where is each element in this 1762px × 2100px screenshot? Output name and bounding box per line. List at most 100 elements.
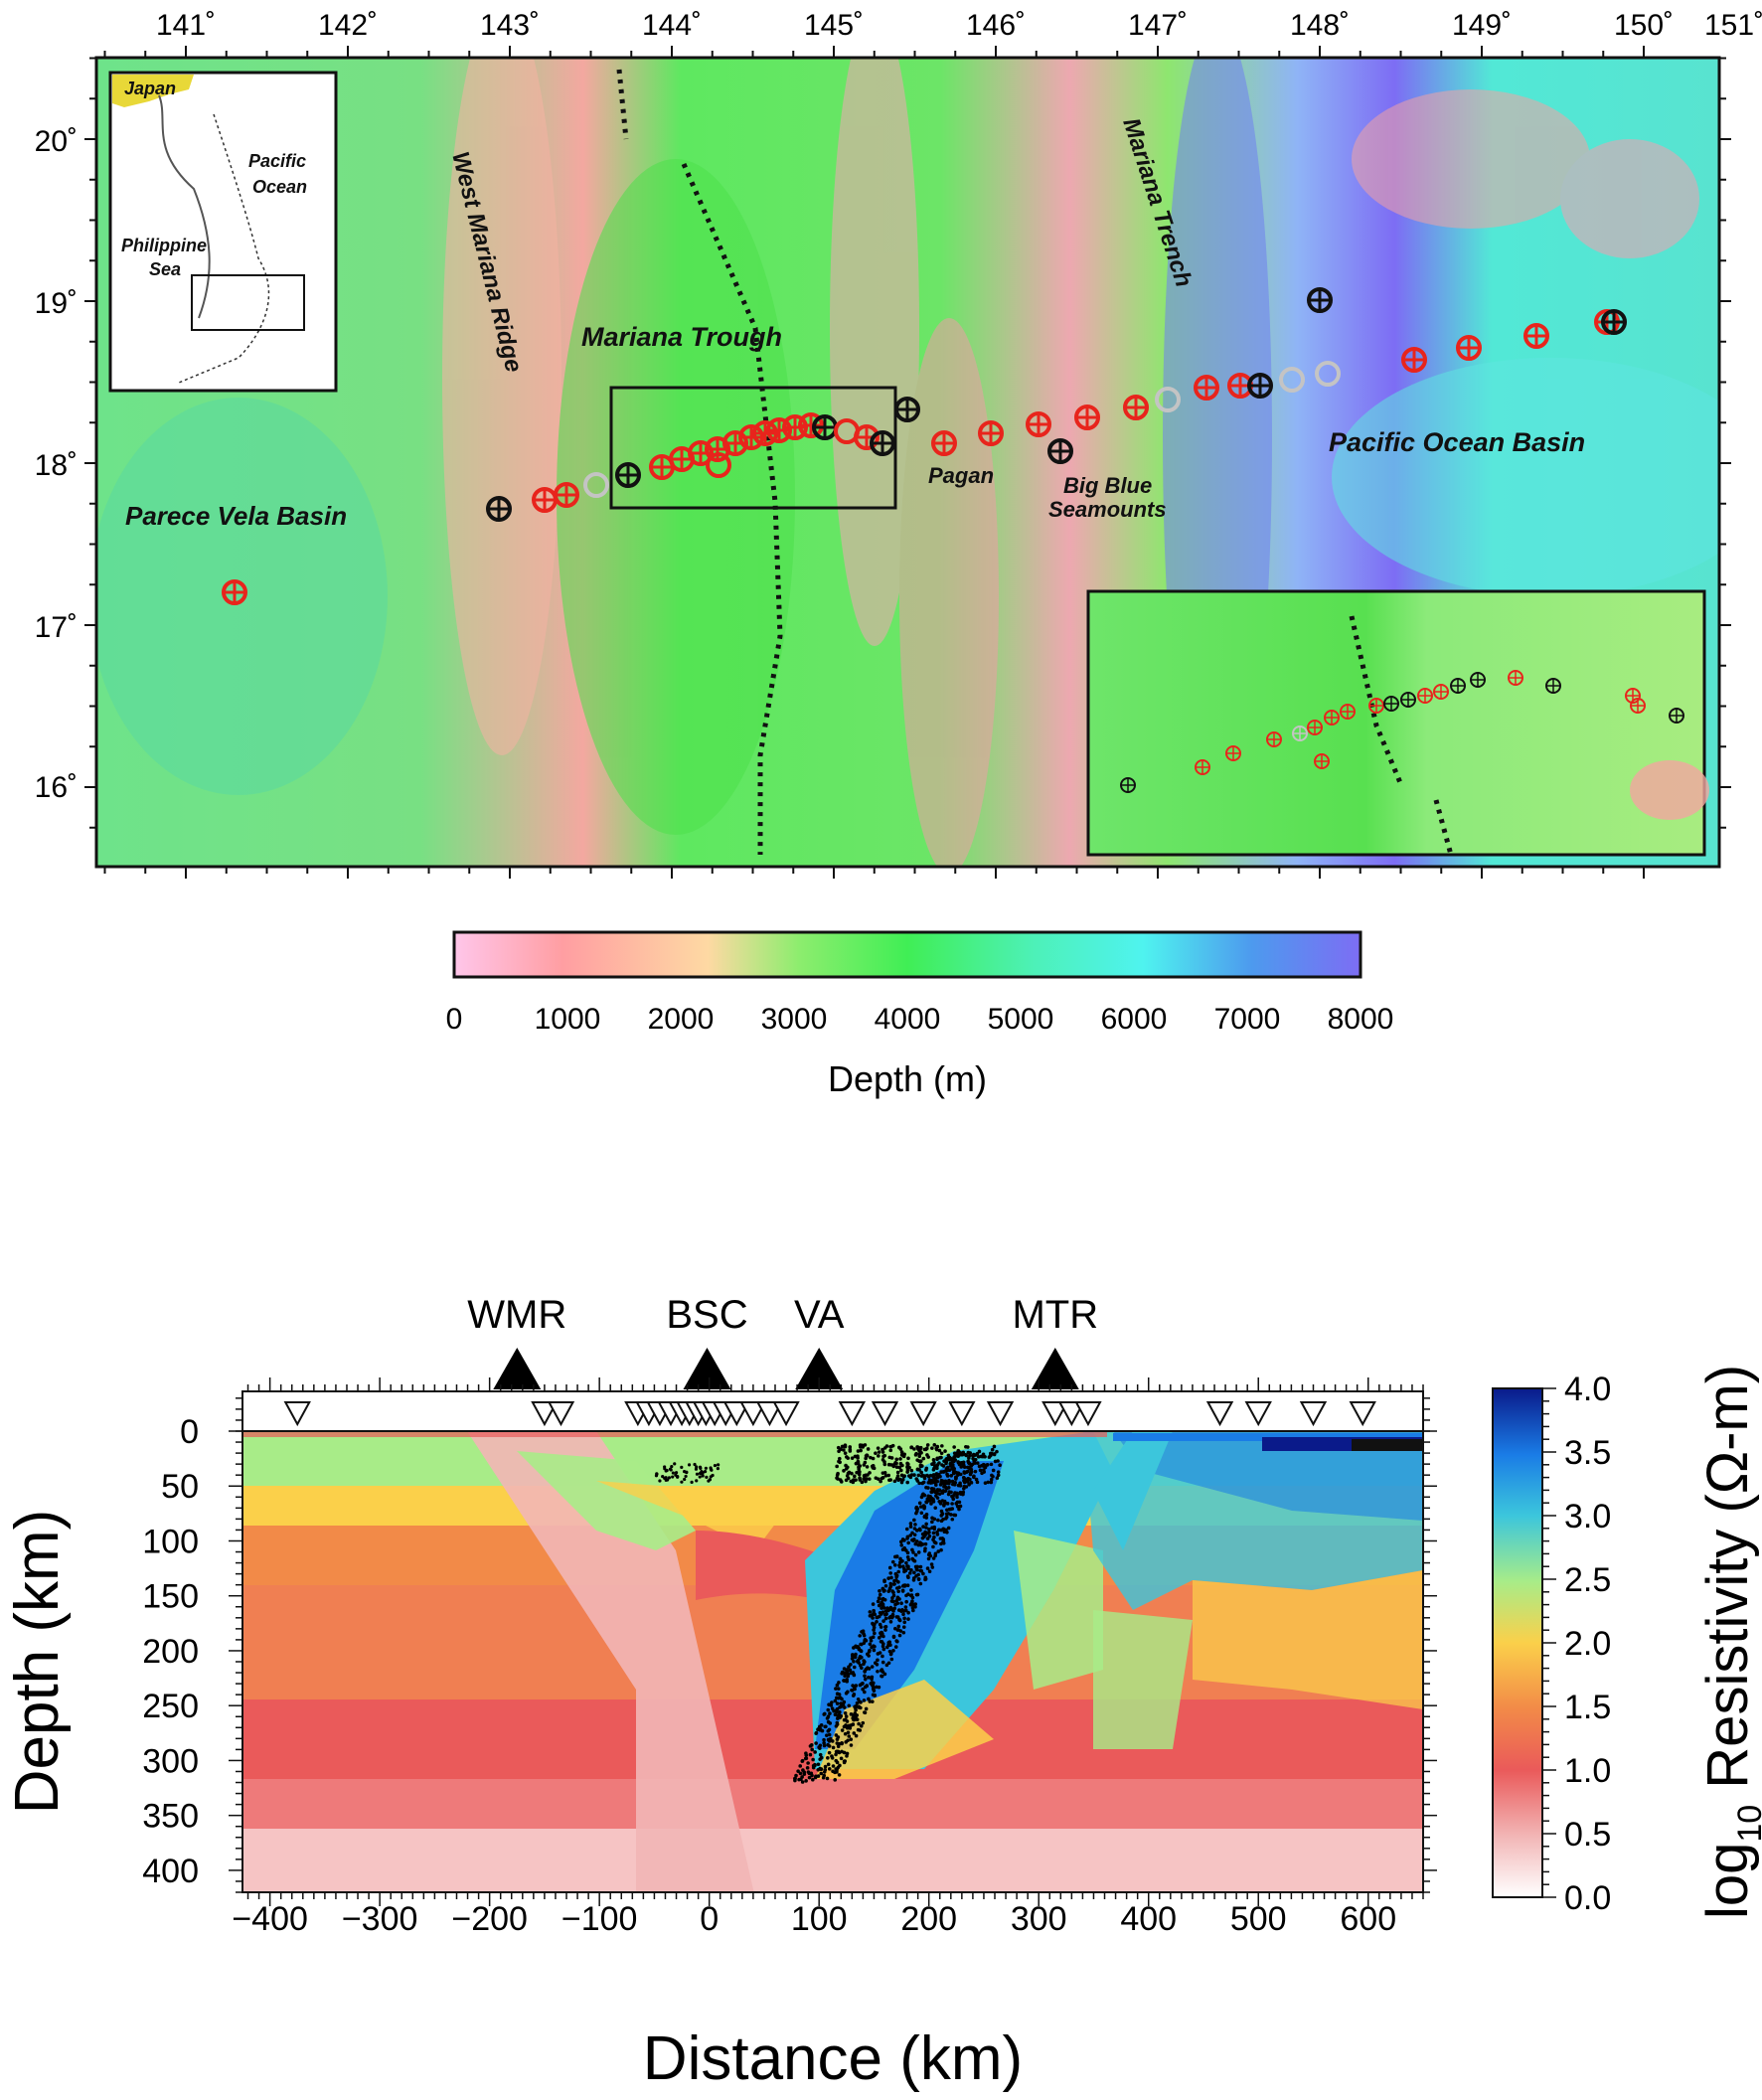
earthquake: [932, 1535, 936, 1539]
depth-tick-label: 0: [446, 1003, 463, 1036]
earthquake: [871, 1602, 876, 1606]
x-tick-label: −300: [342, 1900, 418, 1938]
earthquake: [926, 1499, 931, 1503]
earthquake: [830, 1700, 834, 1704]
earthquake: [883, 1628, 887, 1632]
earthquake: [874, 1451, 878, 1455]
earthquake: [996, 1459, 1000, 1463]
earthquake: [925, 1536, 930, 1540]
earthquake: [879, 1479, 882, 1484]
earthquake: [819, 1767, 823, 1771]
y-tick-label: 50: [161, 1468, 199, 1506]
earthquake: [842, 1750, 847, 1755]
earthquake: [903, 1605, 908, 1609]
earthquake: [680, 1480, 684, 1484]
station-marker: [1349, 1401, 1376, 1427]
earthquake: [939, 1547, 943, 1552]
earthquake: [822, 1741, 826, 1745]
inset-label-pacific: Pacific: [248, 151, 306, 171]
station-marker: [772, 1401, 800, 1427]
earthquake: [951, 1470, 956, 1475]
earthquake: [870, 1665, 875, 1669]
earthquake: [863, 1690, 867, 1695]
earthquake: [931, 1475, 936, 1479]
earthquake: [680, 1465, 684, 1469]
earthquake: [671, 1475, 675, 1479]
resistivity-colorbar-gradient: [1492, 1387, 1543, 1898]
earthquake: [817, 1726, 822, 1730]
earthquake: [870, 1675, 875, 1680]
earthquake: [894, 1598, 899, 1603]
earthquake: [880, 1668, 884, 1672]
earthquake: [872, 1625, 877, 1630]
earthquake: [876, 1669, 880, 1674]
earthquake: [929, 1502, 933, 1506]
earthquake: [699, 1466, 703, 1470]
earthquake: [996, 1473, 1001, 1478]
earthquake: [875, 1685, 879, 1690]
earthquake: [996, 1470, 1001, 1474]
earthquake: [876, 1446, 881, 1450]
earthquake: [865, 1477, 869, 1481]
earthquake: [803, 1756, 808, 1761]
enlarged-inset: [1086, 589, 1709, 857]
earthquake: [957, 1507, 961, 1512]
earthquake: [840, 1728, 845, 1732]
earthquake: [837, 1681, 841, 1685]
station-marker: [739, 1401, 767, 1427]
earthquake: [843, 1759, 848, 1763]
earthquake: [873, 1645, 877, 1649]
earthquake: [887, 1640, 891, 1645]
earthquake: [912, 1570, 916, 1575]
earthquake: [842, 1717, 847, 1722]
lat-tick-label: 16˚: [35, 771, 78, 804]
earthquake: [848, 1668, 853, 1673]
earthquake: [850, 1456, 855, 1460]
earthquake: [859, 1448, 863, 1453]
earthquake: [924, 1468, 928, 1472]
cb-tick-label: 3.5: [1564, 1434, 1611, 1472]
earthquake: [905, 1461, 909, 1466]
earthquake: [823, 1724, 828, 1729]
earthquake: [831, 1764, 836, 1768]
earthquake: [796, 1769, 800, 1773]
lon-tick-label: 151˚: [1704, 9, 1762, 42]
earthquake: [898, 1539, 903, 1544]
earthquake: [935, 1476, 940, 1480]
earthquake: [868, 1648, 872, 1653]
earthquake: [816, 1774, 821, 1778]
earthquake: [899, 1453, 904, 1457]
earthquake: [966, 1450, 971, 1455]
earthquake: [879, 1611, 883, 1616]
earthquake: [879, 1639, 883, 1644]
earthquake: [906, 1617, 910, 1621]
earthquake: [924, 1522, 928, 1527]
depth-colorbar: 0 1000 2000 3000 4000 5000 6000 7000 800…: [446, 930, 1393, 1099]
earthquake: [930, 1565, 935, 1569]
earthquake: [910, 1599, 914, 1604]
y-tick-label: 200: [142, 1633, 199, 1671]
earthquake: [858, 1445, 863, 1449]
earthquake: [882, 1471, 887, 1475]
earthquake: [808, 1752, 813, 1757]
earthquake: [902, 1583, 907, 1587]
earthquake: [896, 1628, 900, 1632]
earthquake: [894, 1586, 899, 1590]
earthquake: [862, 1698, 867, 1702]
earthquake: [980, 1471, 984, 1476]
earthquake: [877, 1685, 881, 1690]
earthquake: [835, 1741, 840, 1745]
earthquake: [952, 1445, 956, 1449]
feature-marker: [1031, 1348, 1079, 1389]
earthquake: [847, 1703, 852, 1708]
earthquake: [962, 1480, 967, 1485]
earthquake: [837, 1449, 841, 1454]
earthquake: [971, 1452, 976, 1457]
earthquake: [813, 1775, 818, 1780]
earthquake: [878, 1622, 882, 1627]
earthquake: [896, 1445, 901, 1450]
earthquake: [919, 1470, 923, 1475]
earthquake: [964, 1485, 969, 1489]
earthquake: [687, 1463, 692, 1467]
earthquake: [835, 1737, 840, 1741]
